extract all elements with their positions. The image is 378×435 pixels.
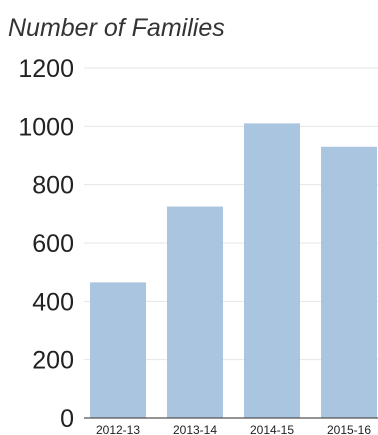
- y-tick-label: 1000: [18, 113, 74, 141]
- bar-2015-16: [321, 146, 377, 418]
- y-tick-label: 400: [32, 288, 74, 316]
- y-tick-label: 1200: [18, 55, 74, 83]
- bar-2013-14: [167, 206, 223, 418]
- y-axis-title: Number of Families: [8, 14, 225, 42]
- y-tick-label: 200: [32, 347, 74, 375]
- x-tick-label: 2015-16: [327, 423, 371, 435]
- y-tick-label: 600: [32, 230, 74, 258]
- y-tick-label: 800: [32, 172, 74, 200]
- bar-2012-13: [90, 282, 146, 418]
- bars: [90, 123, 377, 419]
- x-tick-label: 2013-14: [173, 423, 217, 435]
- bar-2014-15: [244, 123, 300, 419]
- y-axis-ticks: 0 200 400 600 800 1000 1200: [18, 55, 74, 433]
- x-axis-ticks: 2012-13 2013-14 2014-15 2015-16: [96, 423, 371, 435]
- x-tick-label: 2012-13: [96, 423, 140, 435]
- y-tick-label: 0: [60, 405, 74, 433]
- x-tick-label: 2014-15: [250, 423, 294, 435]
